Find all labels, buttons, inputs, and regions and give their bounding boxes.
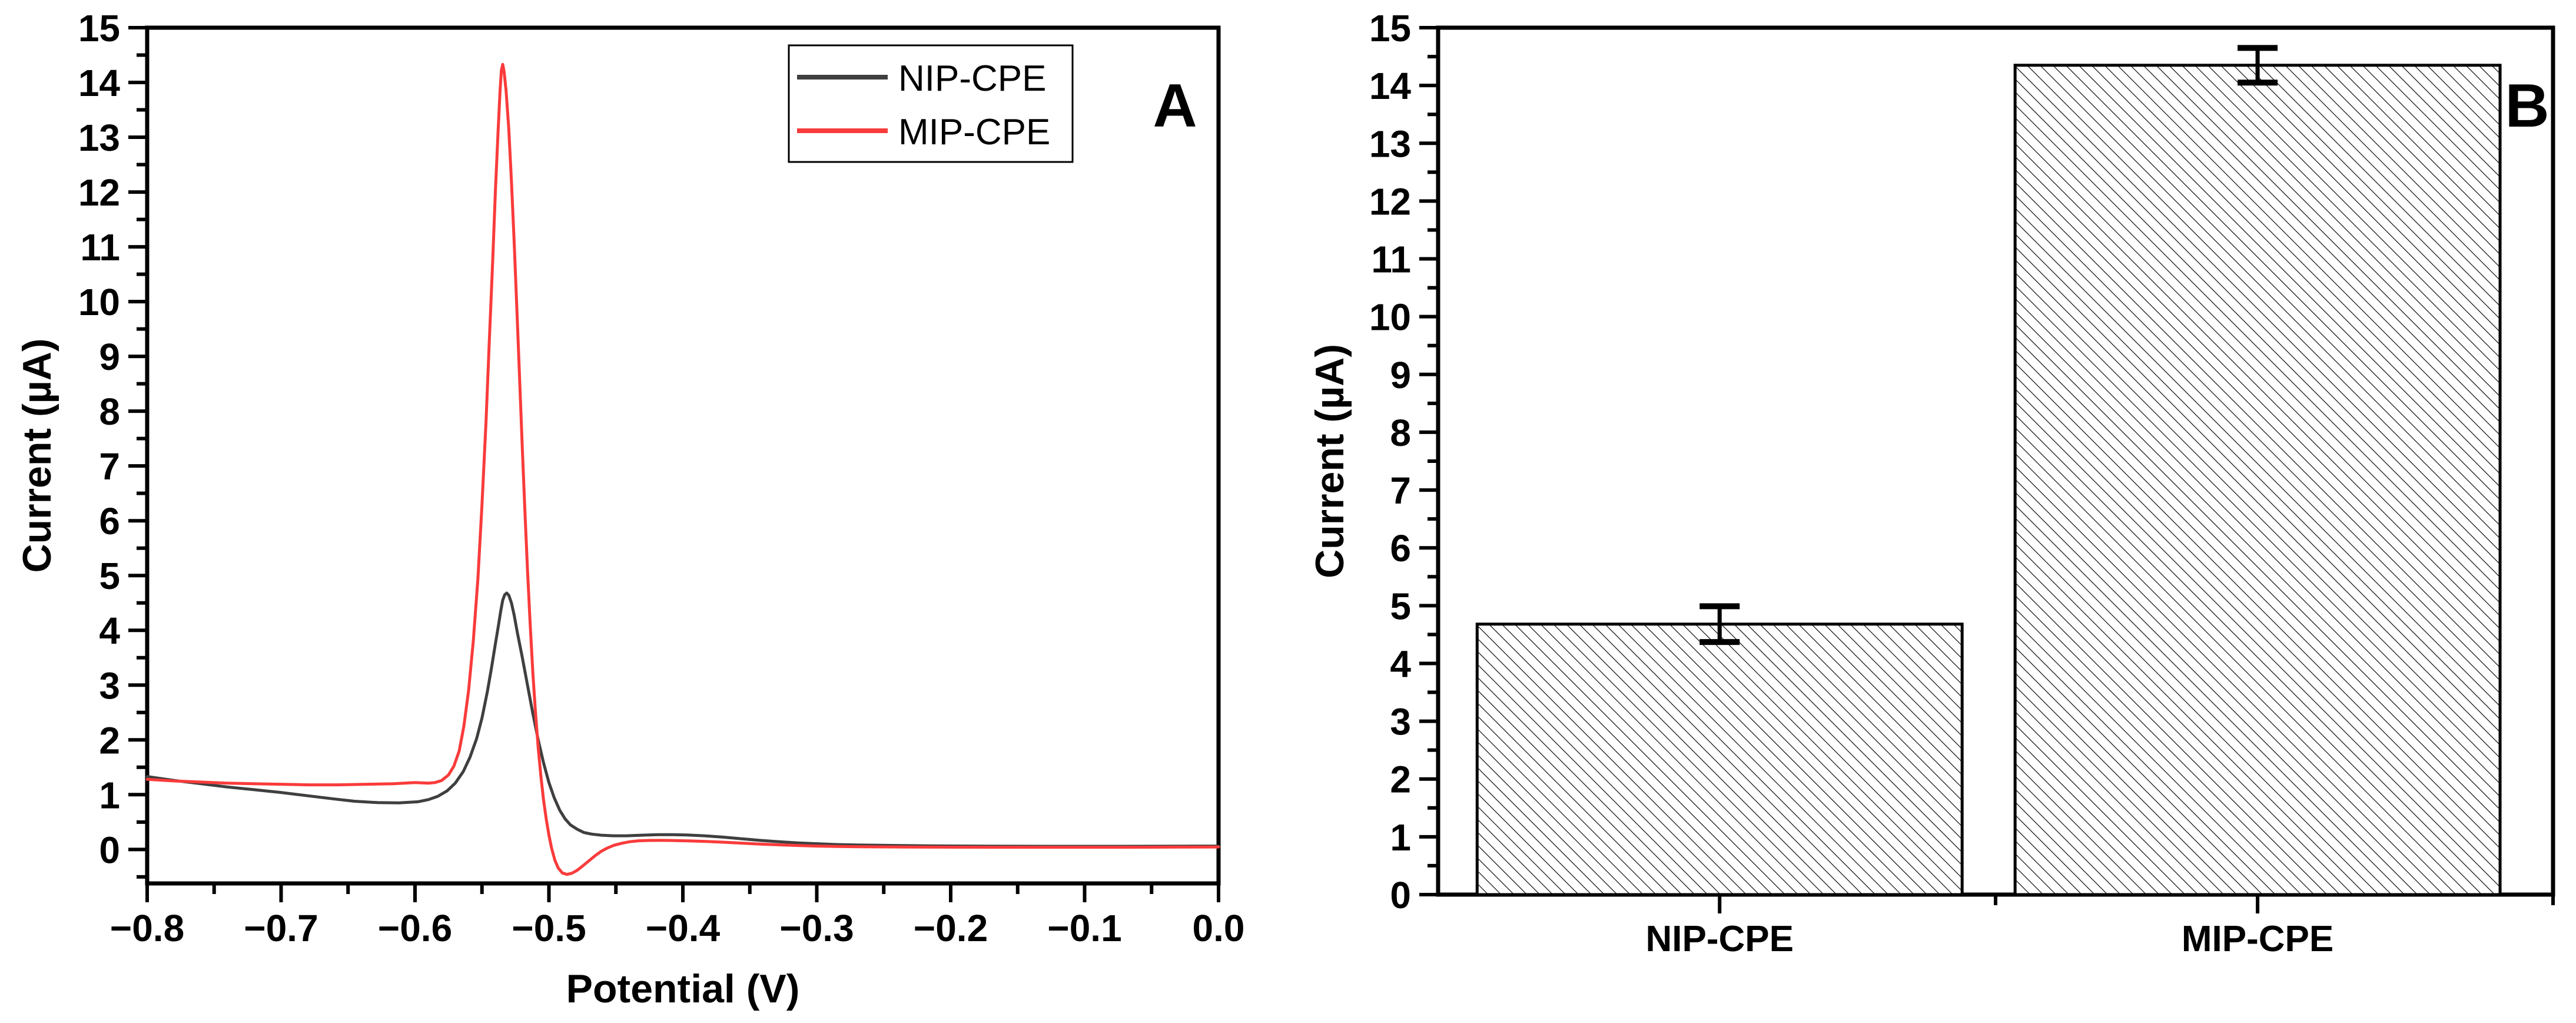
x-tick-label: −0.6 — [378, 907, 452, 949]
y-tick-label: 5 — [99, 555, 120, 597]
y-tick-label: 11 — [1371, 239, 1411, 281]
y-tick-label: 14 — [1369, 65, 1412, 107]
error-bar — [1699, 603, 1740, 645]
category-label: NIP-CPE — [1645, 919, 1793, 959]
y-tick-label: 12 — [1369, 180, 1411, 223]
legend-box — [788, 44, 1074, 163]
x-tick-label: 0.0 — [1193, 907, 1245, 949]
nip-cpe-curve — [145, 591, 1220, 848]
y-tick-label: 7 — [1390, 469, 1411, 512]
y-tick-label: 7 — [99, 445, 120, 488]
legend-label: NIP-CPE — [898, 58, 1046, 99]
nip-cpe-bar — [1475, 623, 1964, 896]
x-tick-label: −0.2 — [914, 907, 988, 949]
y-tick-label: 3 — [99, 664, 120, 707]
y-tick-label: 5 — [1390, 585, 1411, 627]
category-label: MIP-CPE — [2182, 919, 2333, 959]
y-tick-label: 4 — [99, 610, 120, 652]
y-tick-label: 15 — [1369, 7, 1411, 49]
y-tick-label: 4 — [1390, 643, 1411, 685]
y-tick-label: 13 — [1369, 123, 1411, 165]
x-tick-label: −0.8 — [110, 907, 184, 949]
y-axis-title: Current (µA) — [15, 338, 59, 572]
y-tick-label: 9 — [99, 336, 120, 378]
y-tick-label: 2 — [1390, 759, 1411, 801]
y-tick-label: 1 — [99, 774, 120, 816]
y-tick-label: 0 — [99, 829, 120, 871]
y-tick-label: 10 — [1369, 296, 1411, 339]
y-tick-label: 10 — [78, 281, 120, 323]
panel-letter-a: A — [1153, 72, 1197, 140]
y-axis-title: Current (µA) — [1307, 344, 1352, 578]
panel-letter-b: B — [2505, 72, 2549, 140]
y-tick-label: 12 — [78, 171, 120, 214]
x-axis-title: Potential (V) — [566, 966, 800, 1011]
y-tick-label: 14 — [78, 62, 121, 104]
x-tick-label: −0.5 — [512, 907, 586, 949]
mip-cpe-bar — [2013, 64, 2502, 896]
error-bar — [2238, 45, 2278, 86]
y-tick-label: 8 — [1390, 412, 1411, 454]
x-tick-label: −0.4 — [646, 907, 721, 949]
y-tick-label: 2 — [99, 719, 120, 762]
y-tick-label: 11 — [80, 226, 120, 269]
y-tick-label: 9 — [1390, 354, 1411, 396]
y-tick-label: 6 — [1390, 527, 1411, 570]
x-tick-label: −0.3 — [779, 907, 854, 949]
y-tick-label: 8 — [99, 390, 120, 433]
y-tick-label: 1 — [1390, 816, 1411, 859]
x-tick-label: −0.1 — [1047, 907, 1121, 949]
y-tick-label: 6 — [99, 500, 120, 542]
y-tick-label: 13 — [78, 117, 120, 159]
x-tick-label: −0.7 — [244, 907, 318, 949]
legend-label: MIP-CPE — [898, 112, 1050, 153]
y-tick-label: 0 — [1390, 874, 1411, 916]
legend: NIP-CPE MIP-CPE — [788, 44, 1074, 163]
y-tick-label: 3 — [1390, 701, 1411, 743]
y-tick-label: 15 — [78, 7, 120, 49]
mip-cpe-curve — [145, 62, 1220, 876]
